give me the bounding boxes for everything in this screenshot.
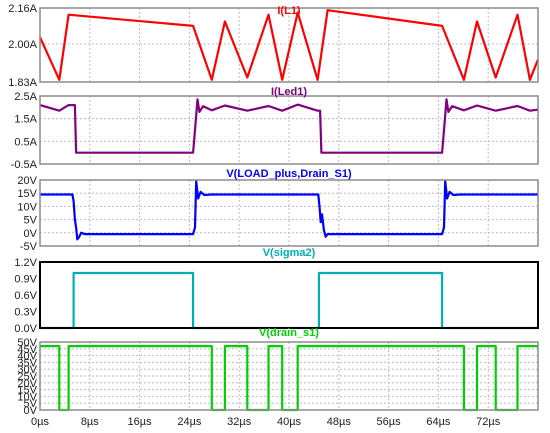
- y-tick-label: 40V: [17, 351, 37, 363]
- pane-1[interactable]: -0.5A 0.5A 1.5A 2.5A I(Led1): [11, 86, 539, 171]
- x-tick-label: 8µs: [81, 416, 99, 428]
- x-tick-label: 56µs: [377, 416, 402, 428]
- pane-frame: [39, 341, 539, 411]
- trace-title[interactable]: V(sigma2): [263, 247, 316, 259]
- y-tick-label: 25V: [17, 371, 37, 383]
- x-tick-label: 32µs: [227, 416, 252, 428]
- y-tick-label: 0V: [24, 405, 38, 417]
- trace-title[interactable]: I(Led1): [271, 86, 307, 98]
- y-tick-label: 35V: [17, 357, 37, 369]
- x-tick-label: 0µs: [31, 416, 49, 428]
- y-tick-label: 5V: [24, 215, 38, 227]
- pane-3[interactable]: 0.0V 0.3V 0.6V 0.9V 1.2V V(sigma2): [14, 247, 539, 335]
- x-axis: 0µs 8µs 16µs 24µs 32µs 40µs 48µs 56µs 64µs 72µs: [31, 416, 501, 428]
- y-tick-label: 1.83A: [8, 77, 37, 89]
- y-tick-label: 15V: [17, 188, 37, 200]
- y-tick-label: 45V: [17, 344, 37, 356]
- pane-frame: [39, 179, 539, 247]
- y-tick-label: 0.5A: [14, 136, 37, 148]
- y-tick-label: 5V: [24, 398, 38, 410]
- x-tick-label: 16µs: [128, 416, 153, 428]
- x-tick-label: 64µs: [426, 416, 451, 428]
- series-line: [39, 98, 539, 154]
- pane-frame: [39, 261, 539, 329]
- pane-0[interactable]: 1.83A 2.00A 2.16A I(L1): [8, 3, 540, 89]
- x-tick-label: 48µs: [327, 416, 352, 428]
- y-tick-label: 2.5A: [14, 91, 37, 103]
- y-tick-label: 1.5A: [14, 114, 37, 126]
- y-tick-label: 0.6V: [14, 290, 37, 302]
- x-tick-label: 72µs: [476, 416, 501, 428]
- y-tick-label: 30V: [17, 364, 37, 376]
- y-tick-label: 0.9V: [14, 274, 37, 286]
- pane-frame: [39, 7, 539, 83]
- y-tick-label: -5V: [20, 241, 38, 253]
- y-tick-label: 1.2V: [14, 257, 37, 269]
- x-tick-label: 40µs: [277, 416, 302, 428]
- pane-frame: [39, 95, 539, 165]
- trace-title[interactable]: V(LOAD_plus,Drain_S1): [226, 168, 352, 180]
- y-tick-label: 0.3V: [14, 307, 37, 319]
- y-tick-label: 50V: [17, 337, 37, 349]
- y-tick-label: 2.00A: [8, 39, 37, 51]
- y-tick-label: 15V: [17, 385, 37, 397]
- y-tick-label: 0.0V: [14, 323, 37, 335]
- y-tick-label: 0V: [24, 228, 38, 240]
- series-line: [40, 345, 538, 412]
- y-tick-label: -0.5A: [11, 159, 38, 171]
- y-tick-label: 20V: [17, 378, 37, 390]
- series-line: [38, 9, 540, 81]
- series-line: [40, 180, 538, 241]
- trace-title[interactable]: V(drain_s1): [259, 327, 319, 339]
- y-tick-label: 10V: [17, 201, 37, 213]
- y-tick-label: 2.16A: [8, 3, 37, 15]
- x-tick-label: 24µs: [177, 416, 202, 428]
- trace-title[interactable]: I(L1): [277, 5, 301, 17]
- y-tick-label: 10V: [17, 391, 37, 403]
- y-tick-label: 20V: [17, 175, 37, 187]
